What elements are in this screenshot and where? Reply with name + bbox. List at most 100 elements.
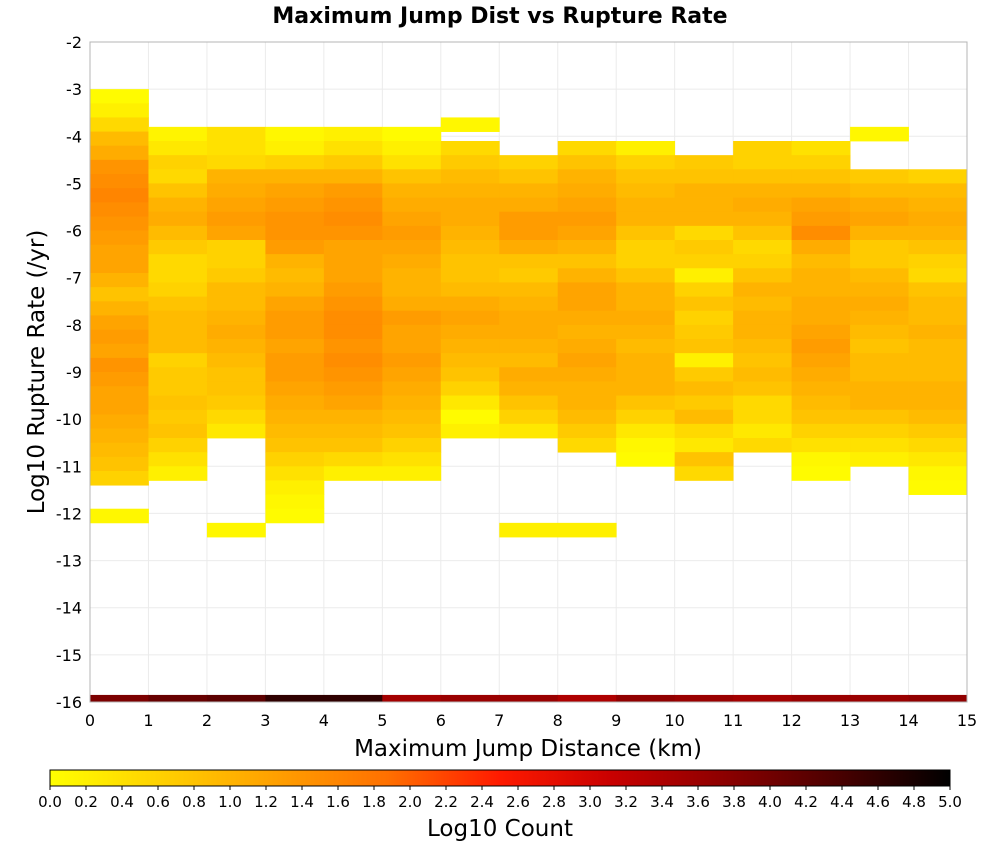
heatmap-cell: [382, 197, 442, 213]
heatmap-cell: [90, 117, 149, 132]
heatmap-cell: [616, 141, 676, 156]
heatmap-cell: [440, 381, 500, 396]
heatmap-cell: [908, 310, 968, 326]
heatmap-cell: [616, 254, 676, 269]
heatmap-cell: [323, 169, 383, 184]
heatmap-cell: [148, 225, 208, 241]
heatmap-cell: [616, 381, 676, 396]
heatmap-cell: [440, 141, 500, 156]
heatmap-cell: [733, 438, 792, 453]
heatmap-cell: [791, 268, 851, 283]
heatmap-cell: [791, 225, 851, 241]
heatmap-cell: [850, 409, 909, 425]
y-tick-label: -8: [66, 316, 82, 335]
colorbar-tick-label: 4.0: [758, 793, 782, 811]
heatmap-cell: [616, 282, 676, 297]
colorbar-tick-label: 0.4: [110, 793, 134, 811]
colorbar-tick-label: 2.6: [506, 793, 530, 811]
heatmap-cell: [382, 324, 442, 340]
heatmap-cell: [90, 273, 149, 288]
heatmap-cell: [90, 159, 149, 175]
heatmap-cell: [148, 169, 208, 184]
heatmap-cell: [382, 310, 442, 326]
heatmap-cell: [850, 296, 909, 312]
heatmap-cell: [440, 268, 500, 283]
heatmap-cell: [206, 268, 266, 283]
heatmap-cell: [499, 254, 559, 269]
heatmap-cell: [206, 141, 266, 156]
heatmap-cell: [616, 211, 676, 227]
heatmap-cell: [557, 141, 617, 156]
heatmap-cell: [206, 324, 266, 340]
heatmap-cell: [265, 254, 325, 269]
y-tick-label: -15: [56, 646, 82, 665]
heatmap-cell: [265, 367, 325, 382]
heatmap-cell: [674, 339, 734, 354]
y-tick-label: -2: [66, 33, 82, 52]
heatmap-cell: [90, 131, 149, 147]
heatmap-cell: [557, 423, 617, 439]
heatmap-cell: [791, 466, 851, 481]
heatmap-cell: [499, 409, 559, 425]
heatmap-cell: [148, 438, 208, 453]
heatmap-cell: [733, 694, 792, 702]
heatmap-cell: [206, 423, 266, 439]
heatmap-cell: [791, 183, 851, 198]
y-tick-label: -4: [66, 127, 82, 146]
colorbar-title: Log10 Count: [427, 816, 573, 842]
heatmap-cell: [616, 395, 676, 411]
heatmap-cell: [323, 310, 383, 326]
heatmap-cell: [791, 240, 851, 255]
heatmap-cell: [323, 183, 383, 198]
heatmap-cell: [616, 452, 676, 467]
heatmap-cell: [148, 126, 208, 142]
heatmap-cell: [616, 240, 676, 255]
heatmap-cell: [850, 310, 909, 326]
heatmap-cell: [557, 694, 617, 702]
heatmap-cell: [908, 197, 968, 213]
heatmap-cell: [674, 466, 734, 481]
heatmap-cell: [90, 174, 149, 189]
heatmap-cell: [148, 452, 208, 467]
heatmap-cell: [382, 381, 442, 396]
heatmap-cell: [499, 240, 559, 255]
heatmap-cell: [908, 282, 968, 297]
heatmap-cell: [440, 296, 500, 312]
heatmap-cell: [323, 452, 383, 467]
heatmap-cell: [733, 169, 792, 184]
heatmap-cell: [499, 169, 559, 184]
heatmap-cell: [908, 367, 968, 382]
heatmap-cell: [557, 353, 617, 368]
heatmap-cell: [323, 282, 383, 297]
heatmap-cell: [440, 310, 500, 326]
colorbar-tick-label: 3.2: [614, 793, 638, 811]
colorbar-tick-label: 4.8: [902, 793, 926, 811]
colorbar-ticks: 0.0 0.2 0.4 0.6 0.8 1.0 1.2 1.4 1.6 1.8 2.0 2.2 2.4 2…: [38, 786, 962, 811]
heatmap-cell: [908, 353, 968, 368]
heatmap-cell: [440, 240, 500, 255]
heatmap-cell: [90, 456, 149, 472]
heatmap-cell: [382, 296, 442, 312]
heatmap-cell: [382, 282, 442, 297]
heatmap-cell: [674, 324, 734, 340]
heatmap-cell: [850, 169, 909, 184]
heatmap-cell: [90, 301, 149, 316]
heatmap-cells: [90, 89, 968, 702]
heatmap-cell: [733, 155, 792, 170]
heatmap-cell: [323, 324, 383, 340]
y-tick-label: -10: [56, 410, 82, 429]
heatmap-cell: [908, 211, 968, 227]
heatmap-cell: [440, 694, 500, 702]
heatmap-cell: [733, 225, 792, 241]
heatmap-cell: [440, 409, 500, 425]
heatmap-cell: [323, 225, 383, 241]
heatmap-cell: [557, 339, 617, 354]
x-tick-label: 8: [553, 711, 563, 730]
heatmap-cell: [440, 225, 500, 241]
heatmap-cell: [733, 183, 792, 198]
heatmap-cell: [323, 296, 383, 312]
heatmap-cell: [148, 183, 208, 198]
heatmap-cell: [148, 694, 208, 702]
heatmap-cell: [323, 197, 383, 213]
heatmap-cell: [908, 438, 968, 453]
